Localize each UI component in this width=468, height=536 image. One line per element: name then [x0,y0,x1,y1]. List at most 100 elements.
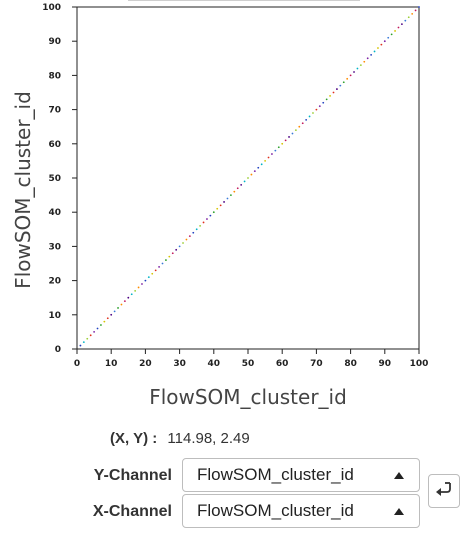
data-point [322,101,325,104]
data-point [353,71,355,73]
data-point [158,266,160,268]
data-point [117,307,119,309]
caret-up-icon [379,471,419,479]
data-point [243,180,246,183]
y-tick-label: 60 [48,140,61,150]
y-tick-label: 10 [48,311,61,321]
data-point [414,9,417,12]
data-point [298,125,301,128]
data-point [188,235,191,238]
data-point [236,187,239,190]
coordinate-readout: (X, Y) : 114.98, 2.49 [110,430,250,447]
data-point [209,214,212,217]
data-point [202,221,205,224]
data-point [291,132,294,135]
data-point [103,320,106,323]
points-layer [79,6,420,347]
data-point [301,122,304,125]
x-tick-label: 50 [242,359,255,369]
data-point [380,43,383,46]
y-tick-label: 80 [48,71,61,81]
data-point [79,344,82,347]
data-point [277,146,280,149]
data-point [250,173,253,176]
data-point [294,129,297,132]
data-point [154,269,157,272]
data-point [336,88,338,90]
data-point [130,293,133,296]
data-point [192,231,195,234]
x-tick-label: 30 [173,359,186,369]
data-point [281,142,284,145]
data-point [219,204,222,207]
caret-up-icon [379,507,419,515]
data-point [387,36,390,39]
data-point [390,33,393,36]
data-point [346,77,349,80]
y-tick-label: 40 [48,208,61,218]
y-tick-label: 70 [48,106,61,116]
data-point [230,194,232,197]
data-point [137,286,140,289]
x-channel-select[interactable]: FlowSOM_cluster_id [182,494,420,528]
x-channel-value: FlowSOM_cluster_id [197,501,354,520]
data-point [147,276,150,279]
data-point [267,156,270,159]
y-axis-label: FlowSOM_cluster_id [11,91,35,289]
x-tick-label: 70 [310,359,323,369]
x-tick-label: 40 [208,359,221,369]
data-point [271,153,273,155]
data-point [329,95,331,97]
data-point [356,67,359,70]
y-tick-label: 50 [48,174,61,184]
data-point [185,238,188,241]
y-tick-label: 100 [42,3,61,13]
coordinate-value: 114.98, 2.49 [167,430,250,447]
x-tick-label: 0 [74,359,80,369]
data-point [284,139,287,142]
data-point [123,300,126,303]
data-point [383,40,386,43]
data-point [404,19,407,22]
y-channel-select[interactable]: FlowSOM_cluster_id [182,458,420,492]
data-point [342,81,345,84]
x-tick-label: 60 [276,359,289,369]
y-axis-ticks: 0 10 20 30 40 50 60 70 80 90 100 [42,3,77,355]
swap-axes-button[interactable] [428,474,460,508]
data-point [110,313,113,316]
data-point [401,23,403,25]
x-tick-label: 10 [105,359,118,369]
data-point [199,224,202,227]
y-channel-label: Y-Channel [93,467,172,484]
data-point [260,163,263,166]
data-point [216,207,219,210]
data-point [182,242,184,244]
y-tick-label: 20 [48,277,61,287]
data-point [144,279,147,282]
data-point [247,177,249,179]
data-point [113,310,116,313]
data-point [411,12,414,15]
scatter-plot[interactable]: 0 10 20 30 40 50 60 70 80 90 100 0 10 20 30 40 50 60 70 80… [0,0,468,420]
data-point [308,115,311,118]
data-point [240,183,243,186]
data-point [349,74,352,77]
data-point [359,64,362,67]
data-point [312,112,314,114]
data-point [89,334,92,337]
data-point [257,166,260,169]
data-point [332,91,335,94]
data-point [161,262,164,265]
coordinate-label: (X, Y) : [110,430,158,447]
y-tick-label: 30 [48,242,61,252]
data-point [106,317,109,320]
data-point [206,218,208,220]
y-channel-value: FlowSOM_cluster_id [197,465,354,484]
data-point [288,136,290,138]
data-point [165,259,167,261]
data-point [141,283,143,285]
data-point [253,170,256,173]
data-point [366,57,369,60]
data-point [127,296,130,299]
data-point [418,6,420,8]
